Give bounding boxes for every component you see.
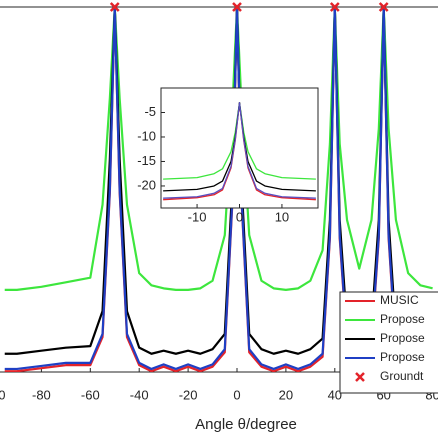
ground-truth-marker [329,2,340,12]
legend-label: Propose [380,312,425,326]
x-tick-label: -20 [179,387,198,402]
plot-area [163,102,316,201]
x-tick-label: -100 [0,387,6,402]
ground-truth-marker [232,2,242,12]
legend-label: Groundt [380,369,424,383]
x-tick-label: -60 [81,387,100,402]
legend-label: MUSIC [380,293,419,307]
x-tick-label: -10 [188,209,207,224]
y-tick-label: -20 [137,177,156,192]
legend-box [339,291,438,394]
x-tick-label: -40 [130,387,149,402]
legend: MUSIC Propose Propose Propose Groundt [339,291,438,394]
legend-label: Propose [380,350,425,364]
y-tick-label: -5 [144,104,156,119]
ground-truth-marker [109,2,120,12]
ground-truth-marker [378,2,389,12]
x-tick-label: 40 [328,387,342,402]
x-tick-label: 20 [279,387,293,402]
y-tick-label: -10 [137,128,156,143]
x-tick-label: 10 [275,209,289,224]
x-tick-label: 0 [236,209,243,224]
y-tick-label: -15 [137,153,156,168]
x-axis-title: Angle θ/degree [195,416,297,433]
x-tick-label: -80 [32,387,51,402]
legend-symbol [355,372,365,382]
series-line [163,102,316,199]
x-tick-label: 0 [233,387,240,402]
legend-label: Propose [380,331,425,345]
